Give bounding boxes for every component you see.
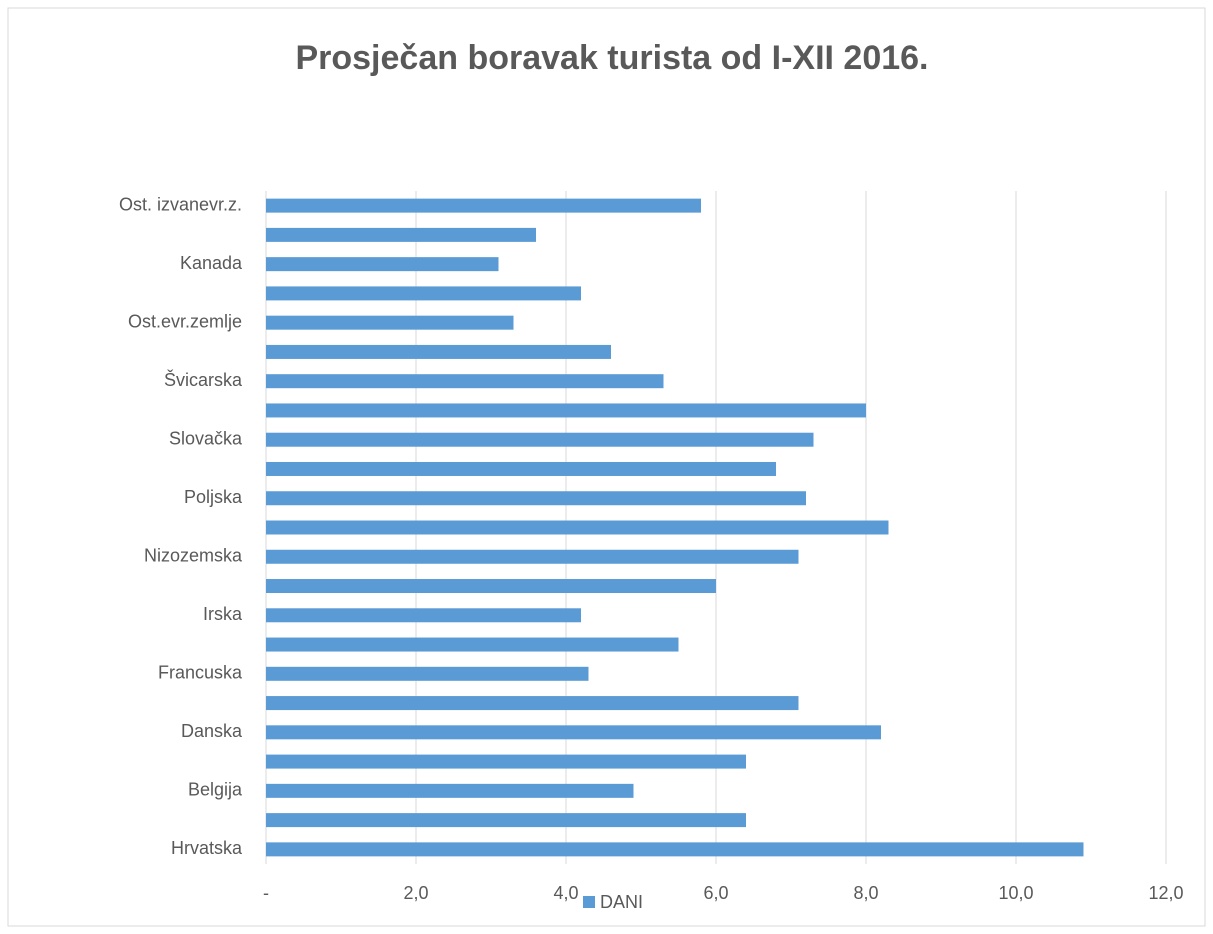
x-tick-label: 10,0 xyxy=(998,883,1033,903)
bar xyxy=(266,198,701,213)
bar xyxy=(266,344,611,359)
bar xyxy=(266,579,716,594)
bar xyxy=(266,432,814,447)
y-tick-label: Nizozemska xyxy=(144,546,243,566)
bar xyxy=(266,608,581,623)
y-tick-label: Irska xyxy=(203,604,243,624)
bar xyxy=(266,813,746,828)
bar xyxy=(266,403,866,418)
y-tick-label: Hrvatska xyxy=(171,838,243,858)
y-tick-label: Francuska xyxy=(158,663,243,683)
y-tick-label: Poljska xyxy=(184,487,243,507)
bar xyxy=(266,696,799,711)
y-tick-label: Belgija xyxy=(188,780,243,800)
bar xyxy=(266,315,514,330)
legend-label: DANI xyxy=(600,892,643,912)
y-tick-label: Ost. izvanevr.z. xyxy=(119,194,242,214)
bar xyxy=(266,842,1084,857)
y-tick-label: Slovačka xyxy=(169,428,243,448)
bar xyxy=(266,286,581,301)
bar xyxy=(266,257,499,272)
chart-title: Prosječan boravak turista od I-XII 2016. xyxy=(295,39,928,77)
y-tick-label: Danska xyxy=(181,721,243,741)
x-tick-label: 2,0 xyxy=(403,883,428,903)
bar xyxy=(266,725,881,740)
bar xyxy=(266,783,634,798)
bar xyxy=(266,491,806,506)
x-tick-label: - xyxy=(263,883,269,903)
bar xyxy=(266,461,776,476)
bar xyxy=(266,637,679,652)
bar xyxy=(266,549,799,564)
bar xyxy=(266,520,889,535)
legend-swatch xyxy=(583,896,595,908)
x-tick-label: 8,0 xyxy=(853,883,878,903)
x-tick-label: 4,0 xyxy=(553,883,578,903)
bar xyxy=(266,754,746,769)
y-tick-label: Ost.evr.zemlje xyxy=(128,311,242,331)
x-tick-label: 12,0 xyxy=(1148,883,1183,903)
x-tick-label: 6,0 xyxy=(703,883,728,903)
bar xyxy=(266,374,664,389)
bar xyxy=(266,227,536,242)
bar xyxy=(266,666,589,681)
y-tick-label: Kanada xyxy=(180,253,243,273)
y-tick-label: Švicarska xyxy=(164,369,243,390)
